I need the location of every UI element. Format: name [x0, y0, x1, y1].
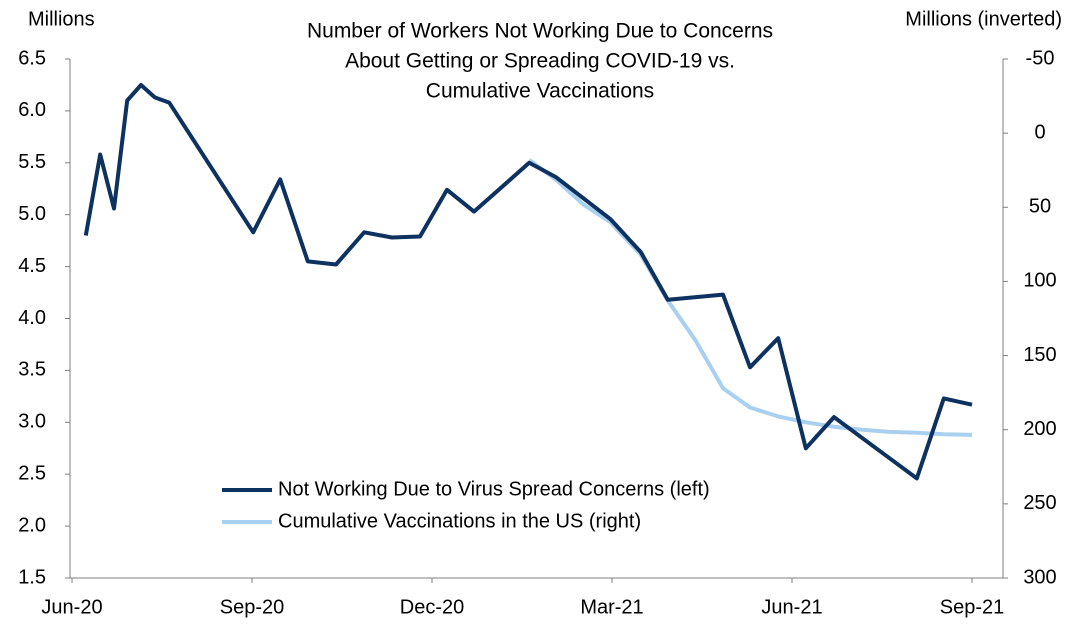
- x-tick-label: Mar-21: [580, 596, 643, 618]
- y2-tick-label: 300: [1023, 566, 1056, 588]
- y-tick-label: 1.5: [18, 566, 46, 588]
- x-tick-label: Sep-20: [220, 596, 285, 618]
- x-tick-label: Jun-20: [41, 596, 102, 618]
- y2-tick-label: 50: [1029, 196, 1051, 218]
- x-tick-label: Dec-20: [400, 596, 464, 618]
- y-tick-label: 3.0: [18, 411, 46, 433]
- data-line: [528, 158, 973, 437]
- legend-label: Cumulative Vaccinations in the US (right…: [278, 510, 641, 532]
- x-tick-label: Jun-21: [761, 596, 822, 618]
- x-tick-label: Sep-21: [940, 596, 1005, 618]
- y2-tick-label: 150: [1023, 344, 1056, 366]
- legend-label: Not Working Due to Virus Spread Concerns…: [278, 478, 710, 500]
- data-line: [83, 83, 973, 481]
- y-tick-label: 6.0: [18, 99, 46, 121]
- y-tick-label: 2.5: [18, 462, 46, 484]
- y-tick-label: 5.0: [18, 203, 46, 225]
- y-tick-label: 4.5: [18, 255, 46, 277]
- y-tick-label: 6.5: [18, 47, 46, 69]
- chart-title: About Getting or Spreading COVID-19 vs.: [345, 50, 735, 73]
- y2-tick-label: 100: [1023, 270, 1056, 292]
- y2-tick-label: 200: [1023, 418, 1056, 440]
- y-axis-label: Millions: [28, 8, 95, 30]
- y-tick-label: 3.5: [18, 359, 46, 381]
- y-tick-label: 5.5: [18, 151, 46, 173]
- y-tick-label: 4.0: [18, 307, 46, 329]
- chart-title: Cumulative Vaccinations: [426, 80, 654, 103]
- y2-tick-label: -50: [1026, 47, 1055, 69]
- y2-tick-label: 0: [1034, 121, 1045, 143]
- y-tick-label: 2.0: [18, 514, 46, 536]
- chart-title: Number of Workers Not Working Due to Con…: [307, 20, 773, 43]
- y2-tick-label: 250: [1023, 492, 1056, 514]
- y2-axis-label: Millions (inverted): [905, 8, 1062, 30]
